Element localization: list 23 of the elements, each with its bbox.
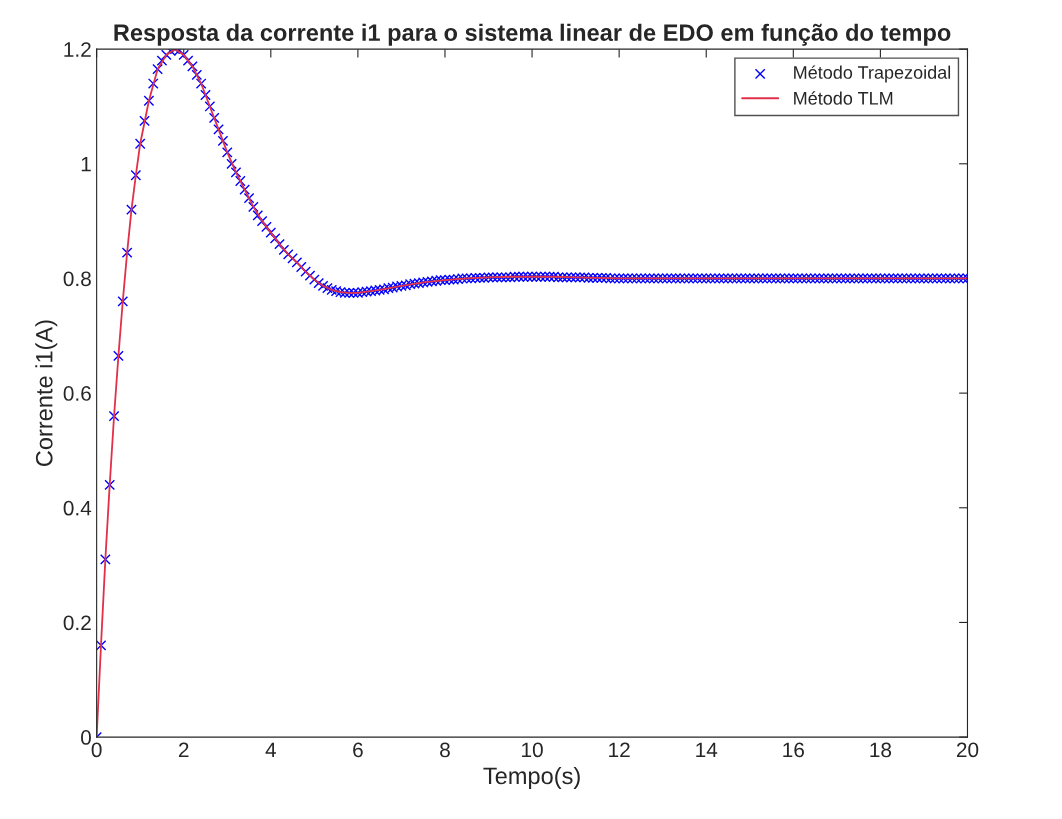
y-tick-label: 0.6 (63, 386, 91, 401)
x-tick-label: 14 (696, 742, 718, 758)
x-tick-label: 2 (178, 742, 189, 758)
y-tick-label: 1 (81, 157, 91, 172)
x-tick-label: 6 (353, 742, 363, 758)
legend-label: Método Trapezoidal (794, 65, 951, 83)
y-tick-label: 0.2 (63, 615, 91, 631)
y-tick-label: 0.4 (63, 500, 92, 516)
y-tick-label: 0 (81, 730, 91, 745)
y-tick-label: 1.2 (64, 42, 91, 57)
legend-label: Método TLM (794, 91, 893, 105)
chart-title: Resposta da corrente i1 para o sistema linear de EDO em função do tempo (114, 23, 951, 46)
x-tick-label: 10 (522, 742, 543, 758)
x-tick-label: 8 (440, 742, 450, 758)
y-tick-label: 0.8 (63, 271, 91, 287)
x-tick-label: 20 (956, 742, 979, 758)
x-tick-label: 0 (91, 742, 102, 758)
x-tick-label: 4 (265, 742, 276, 758)
x-tick-label: 16 (783, 742, 804, 758)
x-tick-label: 12 (609, 742, 630, 758)
y-axis-title: Corrente i1(A) (35, 320, 58, 467)
x-tick-label: 18 (870, 742, 892, 758)
x-axis-title: Tempo(s) (483, 766, 580, 789)
